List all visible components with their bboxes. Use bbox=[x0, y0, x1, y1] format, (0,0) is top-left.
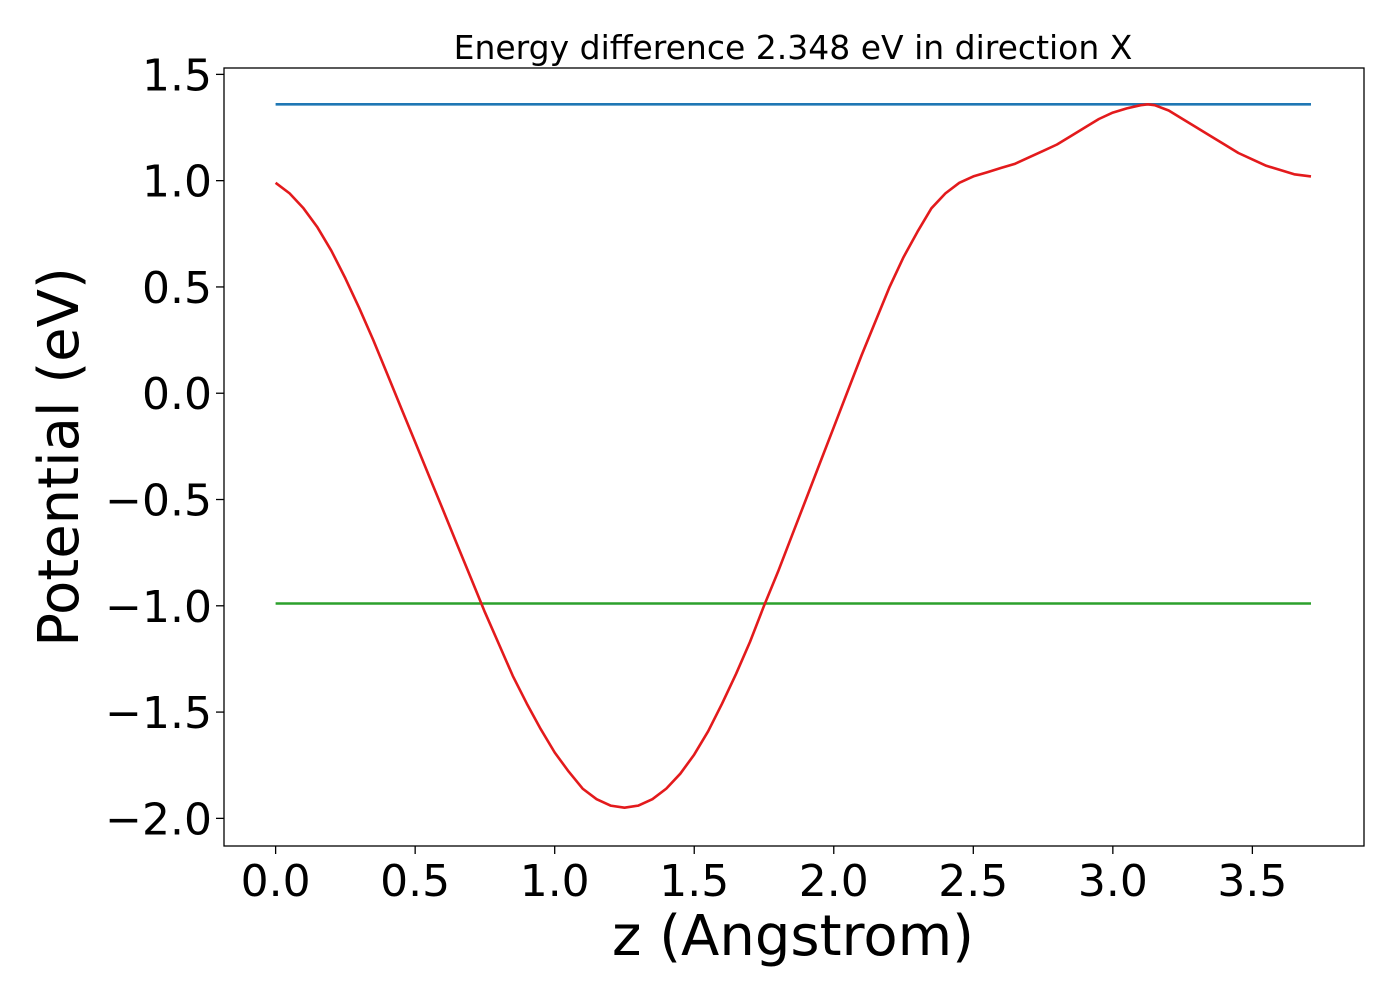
x-tick-label: 2.5 bbox=[938, 856, 1008, 907]
x-tick-label: 3.0 bbox=[1078, 856, 1148, 907]
y-tick-label: 1.0 bbox=[142, 157, 212, 208]
y-tick-label: 0.0 bbox=[142, 369, 212, 420]
x-tick-label: 3.5 bbox=[1217, 856, 1287, 907]
x-tick-label: 1.5 bbox=[659, 856, 729, 907]
y-tick-label: −0.5 bbox=[105, 476, 212, 527]
y-tick-label: −1.0 bbox=[105, 582, 212, 633]
plot-frame bbox=[223, 67, 1365, 847]
y-tick-label: −2.0 bbox=[105, 794, 212, 845]
x-tick-label: 0.0 bbox=[241, 856, 311, 907]
x-axis-label: z (Angstrom) bbox=[612, 904, 974, 969]
y-tick-label: 1.5 bbox=[142, 50, 212, 101]
x-tick-label: 0.5 bbox=[380, 856, 450, 907]
chart-title: Energy difference 2.348 eV in direction … bbox=[454, 28, 1133, 67]
plot-area: 0.0 0.5 1.0 1.5 2.0 2.5 3.0 3.5 −2.0 −1.5 −1.0 −0.5… bbox=[105, 50, 1365, 907]
x-tick-label: 2.0 bbox=[799, 856, 869, 907]
x-tick-label: 1.0 bbox=[520, 856, 590, 907]
y-tick-label: 0.5 bbox=[142, 263, 212, 314]
y-tick-label: −1.5 bbox=[105, 688, 212, 739]
y-axis-label: Potential (eV) bbox=[27, 267, 92, 647]
series-line-2 bbox=[274, 103, 1312, 809]
